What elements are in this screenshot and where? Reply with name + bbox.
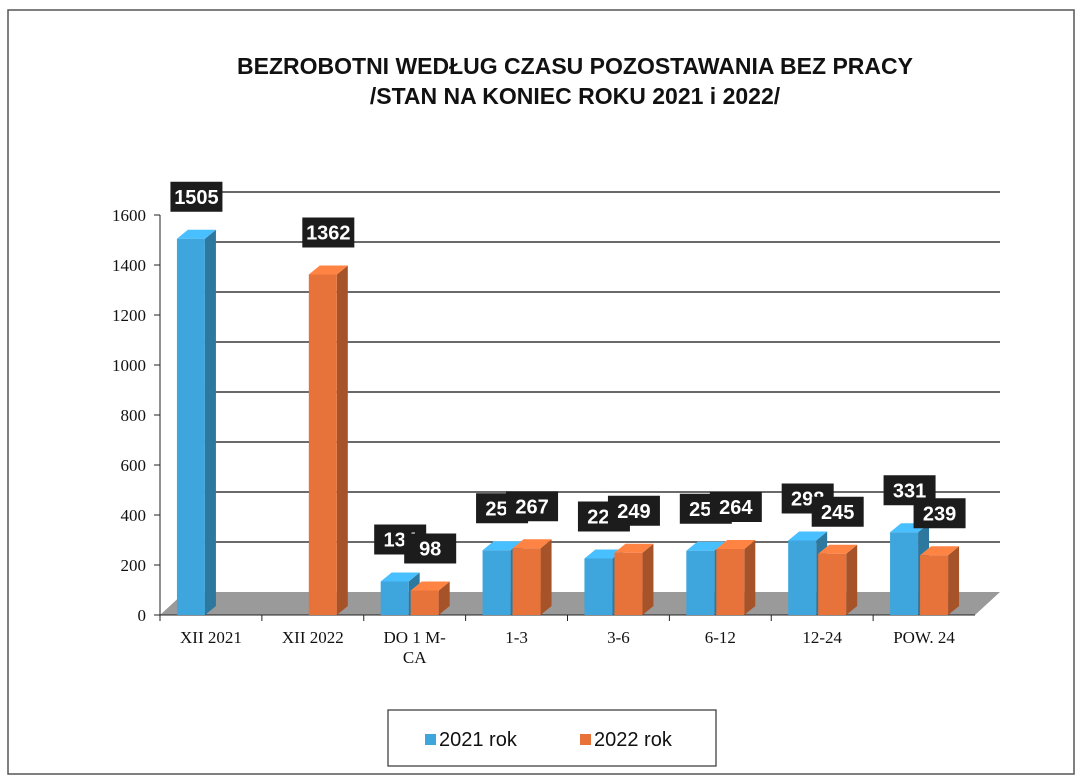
x-tick-label: POW. 24 — [893, 628, 955, 647]
y-tick-label: 1200 — [112, 306, 146, 325]
legend-label: 2021 rok — [439, 729, 518, 751]
bar-top — [380, 572, 420, 582]
bar-top — [614, 543, 654, 553]
bar-top — [482, 541, 522, 551]
data-label-box — [913, 498, 966, 529]
data-label: 264 — [719, 497, 753, 519]
bar-side — [744, 540, 756, 615]
x-tick-label: XII 2021 — [180, 628, 242, 647]
bar-top — [584, 549, 624, 559]
bar-side — [438, 581, 450, 615]
legend-label: 2022 rok — [594, 729, 673, 751]
y-tick-label: 1400 — [112, 256, 146, 275]
data-label-box — [709, 492, 762, 522]
bar-top — [176, 229, 216, 239]
data-label: 1362 — [306, 223, 351, 245]
bar — [584, 558, 613, 615]
bar-top — [788, 531, 828, 541]
bar-side — [204, 229, 216, 615]
y-tick-label: 600 — [121, 456, 147, 475]
bar-side — [948, 546, 960, 615]
bar — [410, 590, 439, 615]
bar-side — [540, 539, 552, 615]
x-tick-label: 6-12 — [704, 628, 736, 647]
floor — [160, 592, 1000, 615]
bar-side — [846, 544, 858, 615]
bar-top — [716, 540, 756, 549]
legend-swatch — [425, 734, 436, 745]
data-label: 249 — [617, 501, 650, 523]
data-label-box — [811, 496, 864, 527]
x-tick-label: XII 2022 — [281, 628, 344, 647]
legend-swatch — [580, 734, 591, 745]
bar-top — [308, 265, 348, 275]
bar — [308, 274, 337, 615]
y-tick-label: 1000 — [112, 356, 146, 375]
bar — [686, 550, 715, 615]
data-label: 267 — [515, 496, 548, 518]
bar — [512, 548, 541, 615]
data-label: 98 — [419, 539, 441, 561]
y-tick-label: 800 — [121, 406, 147, 425]
data-label-box — [607, 495, 660, 526]
frame — [7, 9, 1075, 775]
bar — [614, 552, 643, 615]
x-tick-label: 12-24 — [802, 628, 843, 647]
y-tick-label: 0 — [138, 606, 147, 625]
bar — [482, 550, 511, 615]
bar — [818, 553, 847, 615]
y-tick-label: 1600 — [112, 206, 146, 225]
data-label: 245 — [821, 502, 854, 524]
bar — [176, 238, 205, 615]
data-label: 331 — [893, 480, 926, 502]
bar — [920, 555, 949, 615]
bar — [380, 581, 409, 615]
bar-top — [512, 539, 552, 549]
data-label-box — [506, 491, 559, 522]
bar-side — [642, 543, 654, 615]
chart-subtitle: /STAN NA KONIEC ROKU 2021 i 2022/ — [370, 83, 781, 109]
bar — [890, 532, 919, 615]
x-tick-label: 3-6 — [607, 628, 630, 647]
bar — [716, 549, 745, 615]
data-label: 239 — [923, 503, 956, 525]
bar-top — [818, 544, 858, 554]
data-label-box — [302, 217, 355, 248]
bar — [788, 540, 817, 615]
bar-top — [686, 541, 726, 551]
chart-title: BEZROBOTNI WEDŁUG CZASU POZOSTAWANIA BEZ… — [237, 53, 913, 79]
legend — [387, 709, 717, 767]
x-tick-label: 1-3 — [505, 628, 528, 647]
data-label: 1505 — [174, 187, 219, 209]
bar-top — [920, 546, 960, 556]
x-tick-label: DO 1 M-CA — [383, 628, 446, 667]
bar-top — [410, 581, 450, 591]
y-tick-label: 400 — [121, 506, 147, 525]
y-tick-label: 200 — [121, 556, 147, 575]
data-label-box — [170, 181, 223, 212]
bar-side — [336, 265, 348, 615]
data-label-box — [404, 533, 457, 564]
